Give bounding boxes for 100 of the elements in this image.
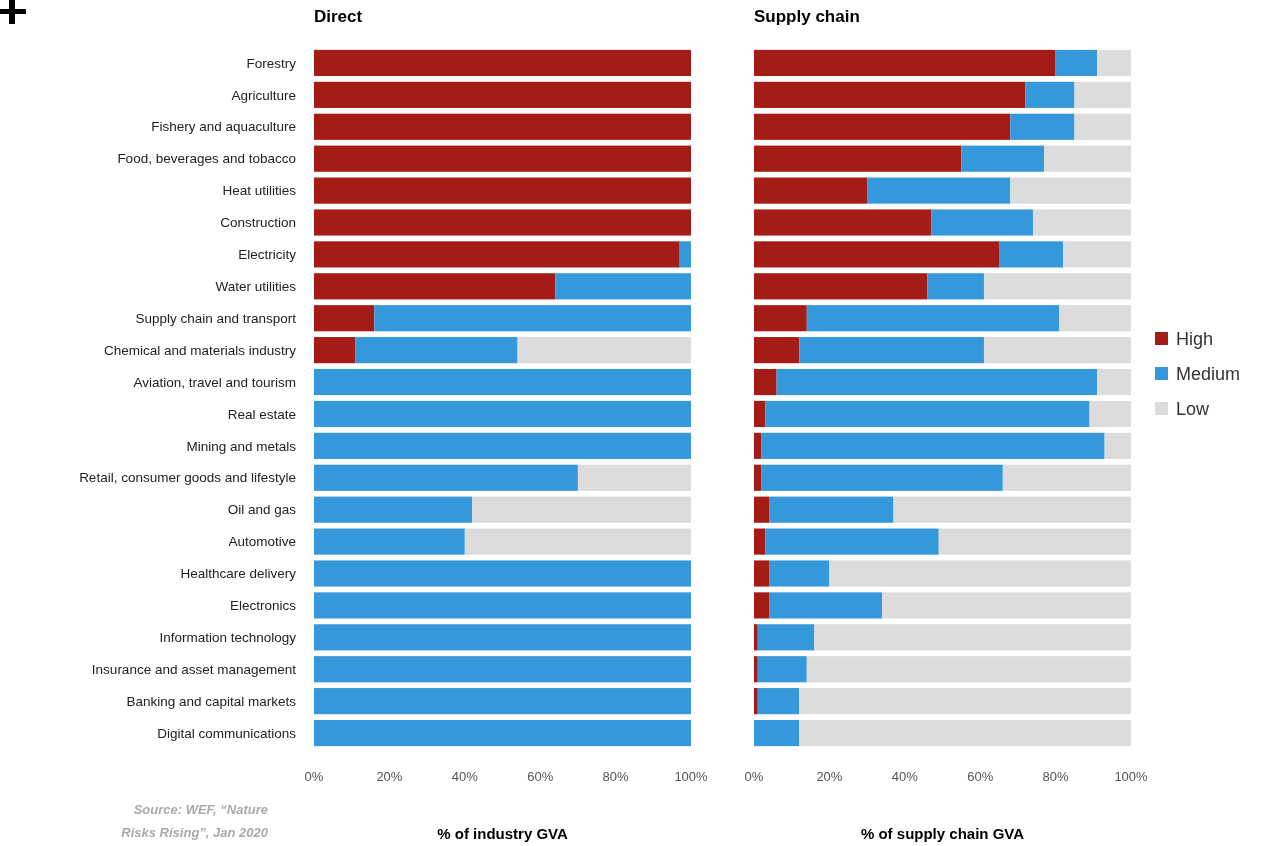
bar [314,528,465,555]
x-tick-label: 0% [744,769,764,784]
bar [1055,49,1098,77]
bar [314,464,578,491]
bar [761,464,1003,491]
y-tick-label: Construction [220,215,296,231]
bar [374,305,691,332]
bar [769,560,830,587]
chart-title: Supply chain [754,7,860,26]
x-tick-label: 60% [967,769,994,784]
bar [938,528,1131,555]
bar [754,719,800,747]
bar [765,528,939,555]
bar [1010,113,1075,140]
bar [679,241,691,268]
bar [754,656,758,683]
bar [1010,177,1131,204]
bar [754,496,770,523]
source-note: Source: WEF, “Nature Risks Rising”, Jan 2020 [121,802,269,840]
bar [1025,81,1075,108]
bar [464,528,691,555]
y-tick-label: Food, beverages and tobacco [117,151,296,167]
bar [757,656,807,683]
bar [927,273,984,300]
bar [754,305,807,332]
bar [754,528,766,555]
legend-label: Medium [1176,364,1241,385]
bar [314,81,691,108]
bar [754,209,932,236]
bar [754,400,766,428]
bar [754,49,1056,77]
bar [1089,400,1131,428]
bar [754,337,800,364]
bar [754,81,1026,108]
bar [754,241,1000,268]
y-tick-label: Oil and gas [227,502,297,518]
x-tick-label: 40% [891,769,919,784]
y-tick-label: Electricity [238,247,297,263]
bar [799,337,984,364]
x-axis-title: % of industry GVA [437,825,568,842]
bar [754,560,770,587]
bar [1032,209,1131,236]
y-tick-label: Supply chain and transport [135,310,297,326]
y-tick-label: Insurance and asset management [91,661,297,677]
bar [806,656,1131,683]
y-tick-label: Electronics [229,598,297,614]
bar [314,209,691,236]
bar [314,177,691,204]
bar [814,624,1131,651]
bar [799,719,1131,747]
bar [754,273,928,300]
bar [757,624,815,651]
bar [867,177,1011,204]
bar [1063,241,1131,268]
y-tick-label: Mining and metals [186,438,297,454]
bar [806,305,1060,332]
y-tick-label: Chemical and materials industry [103,342,297,358]
y-tick-label: Fishery and aquaculture [151,119,296,135]
bar [314,368,691,396]
bar [961,145,1045,172]
bar [314,305,375,332]
bar [314,273,556,300]
bar [754,177,868,204]
x-tick-label: 60% [527,769,554,784]
bar [517,337,691,364]
y-tick-label: Forestry [246,55,297,71]
bar [1044,145,1131,172]
y-tick-label: Real estate [227,406,296,422]
x-tick-label: 100% [1114,769,1149,784]
y-tick-label: Aviation, travel and tourism [133,374,296,390]
y-tick-label: Agriculture [231,87,296,103]
y-tick-label: Digital communications [157,725,297,741]
bar [769,592,883,619]
bar [472,496,691,523]
bar [769,496,894,523]
bar [314,624,691,651]
bar [314,592,691,619]
bar [314,496,473,523]
bar [314,337,356,364]
y-tick-label: Automotive [228,534,296,550]
bar [314,560,691,587]
bar [799,688,1131,715]
x-tick-label: 20% [376,769,403,784]
bar [314,113,691,140]
bar [1074,113,1131,140]
y-tick-label: Information technology [159,630,297,646]
bar [1097,368,1131,396]
bar [931,209,1033,236]
bar [765,400,1090,428]
bar [983,337,1131,364]
bar [754,432,762,459]
x-tick-label: 80% [1042,769,1070,784]
bar [314,656,691,683]
bar [314,145,691,172]
y-tick-label: Heat utilities [222,183,297,199]
bar [829,560,1131,587]
x-tick-label: 40% [451,769,479,784]
bar [314,400,691,428]
bar [999,241,1064,268]
bar [355,337,518,364]
